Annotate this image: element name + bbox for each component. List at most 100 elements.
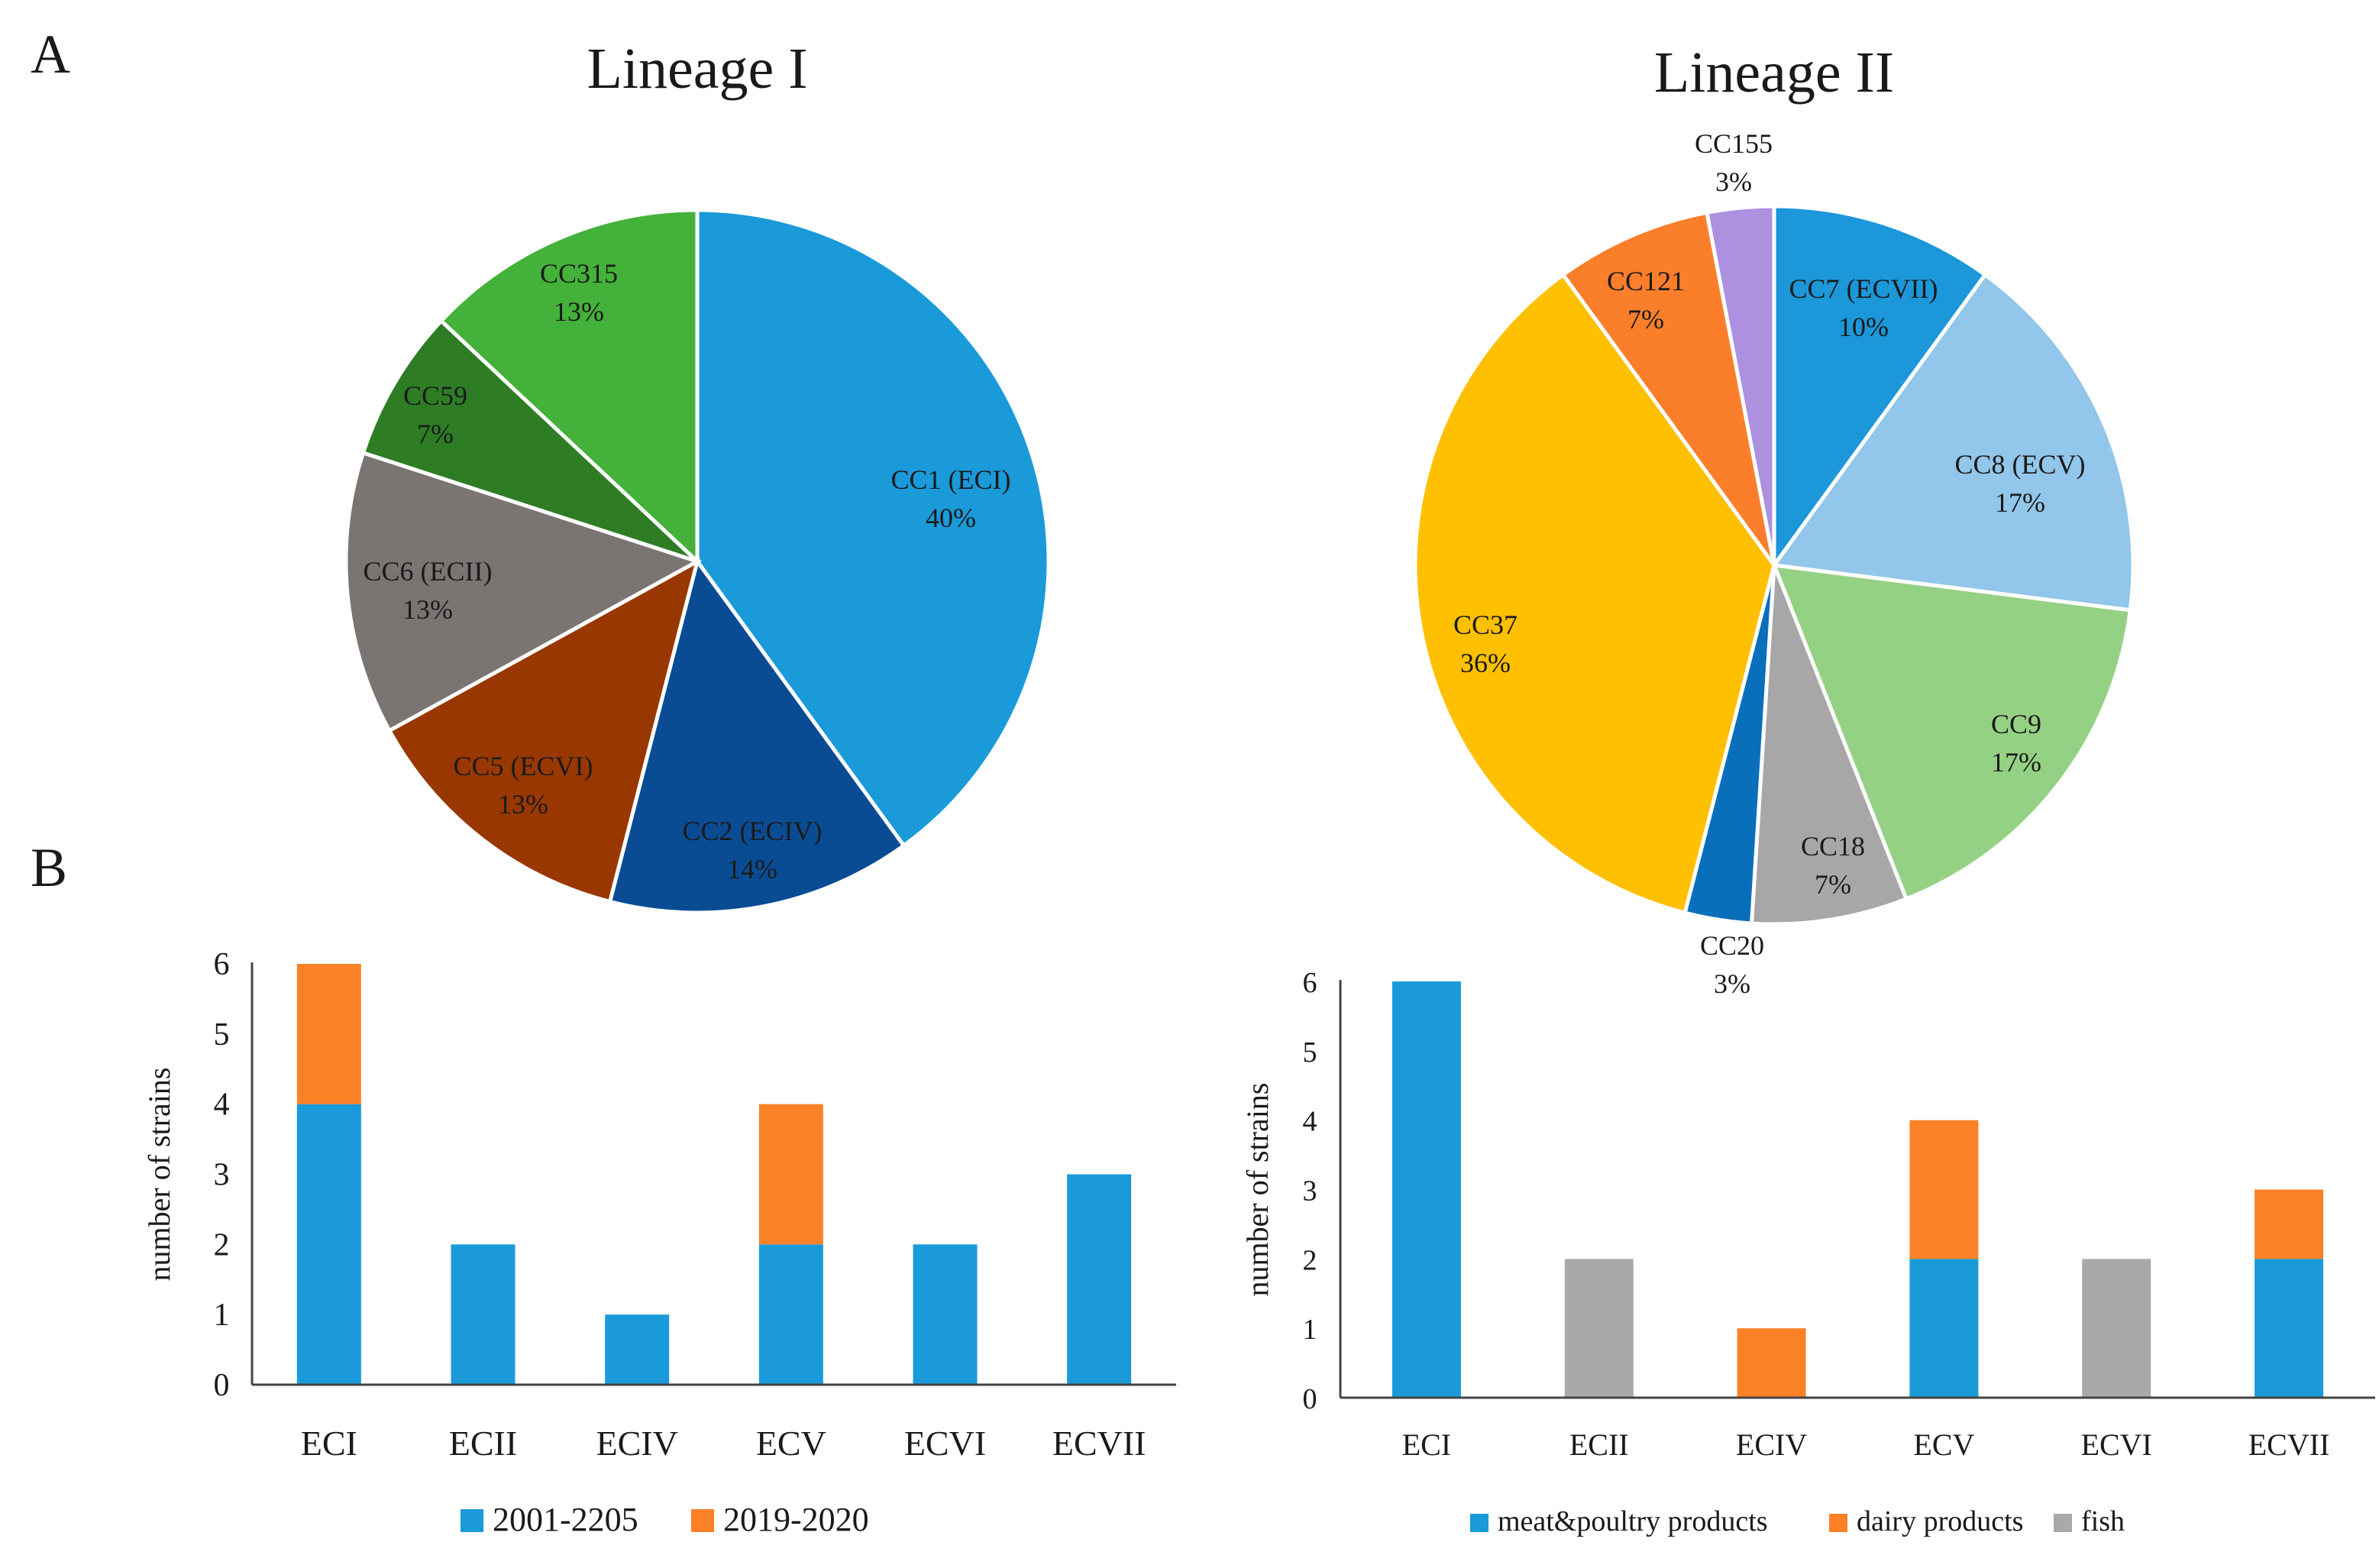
y-tick-label: 6	[1303, 967, 1317, 999]
bar-ecii-2001-2205	[451, 1244, 516, 1385]
pie-slice-percent: 7%	[1627, 304, 1664, 335]
bar-ecvi-fish	[2082, 1259, 2151, 1398]
pie-slice-cc315	[438, 208, 700, 566]
pie-slice-cc121	[1560, 210, 1776, 567]
pie-slice-percent: 7%	[1815, 869, 1851, 900]
bar-eci-2019-2020	[296, 964, 361, 1104]
pie-slice-percent: 17%	[1991, 747, 2041, 778]
x-tick-label: ECII	[1569, 1427, 1629, 1462]
y-tick-label: 4	[1303, 1106, 1317, 1138]
bar-ecv-meat-poultry-products	[1909, 1259, 1979, 1398]
bar-ecv-2001-2205	[758, 1244, 823, 1385]
pie-slice-percent: 3%	[1715, 166, 1752, 197]
pie-slice-percent: 3%	[1714, 968, 1750, 999]
pie-slice-label: CC315	[540, 258, 618, 289]
pie-slice-cc59	[360, 318, 699, 564]
pie-slice-cc18	[1749, 564, 1909, 926]
pie-title: Lineage II	[1654, 40, 1894, 105]
legend-label: 2001-2205	[493, 1501, 638, 1538]
bar-eci-meat-poultry-products	[1392, 981, 1461, 1398]
x-tick-label: ECV	[1913, 1427, 1974, 1462]
pie-slice-percent: 13%	[402, 594, 453, 625]
x-tick-label: ECI	[1402, 1427, 1451, 1462]
y-axis-label: number of strains	[1240, 1083, 1275, 1297]
legend-label: meat&poultry products	[1498, 1505, 1768, 1537]
legend-swatch	[1829, 1514, 1847, 1532]
y-tick-label: 3	[214, 1158, 230, 1193]
x-tick-label: ECII	[449, 1424, 517, 1463]
pie-slice-label: CC59	[403, 380, 467, 411]
legend-label: dairy products	[1857, 1505, 2023, 1537]
bar-ecvi-2001-2205	[913, 1244, 978, 1385]
y-axis-label: number of strains	[142, 1068, 176, 1282]
pie-slice-cc6-ecii	[344, 450, 703, 734]
pie-slice-label: CC37	[1453, 609, 1518, 640]
pie-slice-percent: 40%	[926, 503, 976, 533]
pie-slice-percent: 36%	[1460, 648, 1511, 678]
x-tick-label: ECVI	[904, 1424, 986, 1463]
y-tick-label: 0	[214, 1368, 230, 1403]
y-tick-label: 5	[1303, 1036, 1317, 1069]
pie-slice-cc1-eci	[695, 208, 1051, 849]
pie-slice-percent: 13%	[554, 296, 604, 327]
legend-swatch	[691, 1509, 714, 1532]
legend-swatch	[1470, 1514, 1488, 1532]
x-tick-label: ECVII	[2248, 1427, 2330, 1462]
pie-slice-label: CC8 (ECV)	[1955, 449, 2086, 480]
bar-eci-2001-2205	[296, 1104, 361, 1385]
legend-label: 2019-2020	[723, 1501, 869, 1538]
panel-label-b: B	[31, 837, 67, 898]
pie-slice-cc2-eciv	[607, 557, 907, 915]
pie-title: Lineage I	[587, 37, 807, 101]
pie-chart-lineage-1: Lineage I CC1 (ECI) 40% CC2 (ECIV) 14% CC5 (E…	[344, 37, 1051, 915]
pie-slice-percent: 17%	[1995, 487, 2045, 518]
pie-slice-percent: 14%	[727, 854, 777, 884]
pie-slice-label: CC121	[1607, 266, 1685, 296]
x-tick-label: ECIV	[1736, 1427, 1807, 1462]
pie-slice-label: CC6 (ECII)	[364, 556, 493, 587]
y-tick-label: 1	[214, 1298, 230, 1333]
x-tick-label: ECV	[756, 1424, 826, 1463]
pie-slice-label: CC9	[1991, 709, 2041, 739]
pie-slice-cc7-ecvii	[1772, 204, 1988, 571]
y-tick-label: 0	[1303, 1383, 1317, 1415]
pie-chart-lineage-2: Lineage II CC7 (ECVII) 10% CC8 (ECV) 17% CC9 1…	[1413, 40, 2135, 999]
pie-slice-label: CC1 (ECI)	[891, 464, 1011, 495]
pie-slice-cc5-ecvi	[386, 558, 700, 904]
pie-slice-percent: 7%	[417, 419, 454, 449]
bar-ecvii-2001-2205	[1067, 1174, 1132, 1385]
x-tick-label: ECVII	[1052, 1424, 1146, 1463]
x-tick-label: ECI	[301, 1424, 357, 1463]
x-tick-label: ECIV	[596, 1424, 678, 1463]
panel-label-a: A	[31, 24, 70, 85]
pie-slice-cc155	[1705, 204, 1776, 566]
y-tick-label: 1	[1303, 1314, 1317, 1346]
y-tick-label: 3	[1303, 1175, 1317, 1208]
pie-slice-label: CC2 (ECIV)	[683, 816, 823, 846]
legend-label: fish	[2081, 1505, 2125, 1537]
bar-ecv-2019-2020	[758, 1104, 823, 1245]
bar-chart-by-period: 0 1 2 3 4 5 6 number of strains ECI ECII ECIV ECV EC…	[142, 947, 1176, 1538]
pie-slice-cc37	[1413, 272, 1776, 916]
pie-slice-cc8-ecv	[1770, 272, 2135, 613]
y-tick-label: 5	[214, 1017, 230, 1052]
bar-chart-by-source: 0 1 2 3 4 5 6 number of strains ECI ECII ECIV ECV EC…	[1240, 967, 2375, 1537]
y-tick-label: 2	[214, 1227, 230, 1262]
pie-slice-label: CC5 (ECVI)	[454, 751, 593, 781]
bar-ecvii-dairy-products	[2255, 1189, 2324, 1259]
pie-slice-label: CC20	[1700, 930, 1764, 961]
bar-eciv-dairy-products	[1737, 1328, 1806, 1398]
bar-ecii-fish	[1564, 1259, 1634, 1398]
pie-slice-percent: 10%	[1838, 312, 1889, 342]
pie-slice-label: CC155	[1695, 128, 1773, 159]
pie-slice-label: CC18	[1801, 831, 1865, 862]
y-tick-label: 2	[1303, 1244, 1317, 1276]
x-tick-label: ECVI	[2081, 1427, 2152, 1462]
pie-slice-percent: 13%	[498, 789, 548, 820]
y-tick-label: 4	[214, 1088, 230, 1123]
pie-slice-label: CC7 (ECVII)	[1789, 273, 1938, 304]
bar-ecv-dairy-products	[1909, 1120, 1979, 1259]
bar-ecvii-meat-poultry-products	[2255, 1259, 2324, 1398]
pie-slice-cc9	[1771, 562, 2133, 902]
